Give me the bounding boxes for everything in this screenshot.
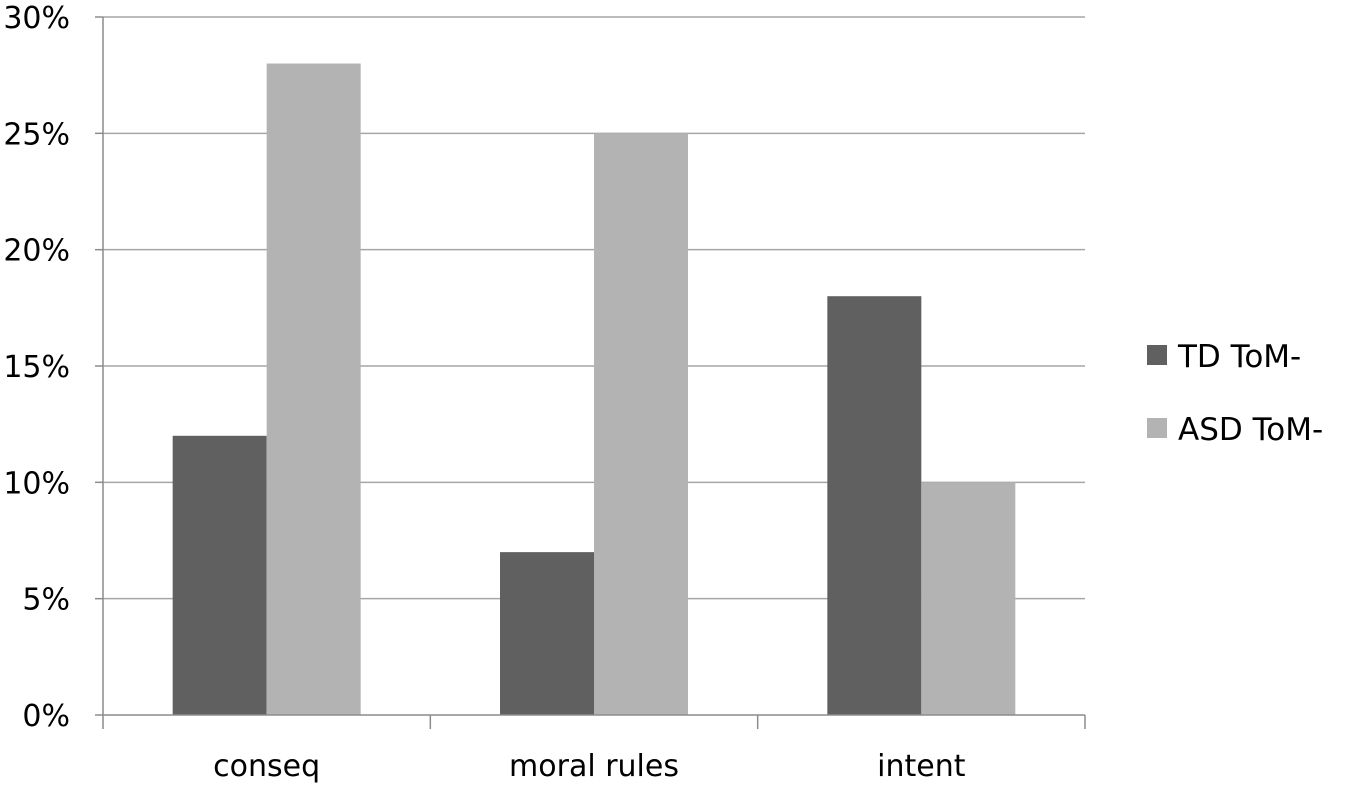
- legend-label: ASD ToM-: [1178, 412, 1323, 448]
- bar-asd-tom-conseq: [266, 63, 361, 716]
- bar-asd-tom-intent: [921, 482, 1016, 715]
- bar-td-tom-conseq: [172, 435, 267, 715]
- y-tick-label: 10%: [3, 466, 70, 501]
- legend-swatch: [1147, 345, 1167, 365]
- x-tick-label: conseq: [213, 749, 320, 784]
- bars: [172, 63, 1016, 716]
- y-tick-label: 0%: [22, 699, 70, 734]
- bar-td-tom-moral-rules: [500, 552, 594, 715]
- axes: [95, 16, 1086, 729]
- legend: TD ToM- ASD ToM-: [1147, 339, 1323, 448]
- x-tick-label: intent: [877, 749, 966, 784]
- y-tick-labels: 0% 5% 10% 15% 20% 25% 30%: [3, 1, 70, 734]
- y-tick-label: 30%: [3, 1, 70, 36]
- bar-asd-tom-moral-rules: [594, 133, 688, 716]
- x-tick-labels: conseq moral rules intent: [213, 749, 966, 784]
- legend-label: TD ToM-: [1177, 339, 1301, 375]
- y-tick-label: 5%: [22, 583, 70, 618]
- y-tick-label: 20%: [3, 234, 70, 269]
- y-tick-label: 15%: [3, 350, 70, 385]
- bar-td-tom-intent: [827, 296, 922, 715]
- legend-swatch: [1147, 418, 1167, 438]
- y-tick-label: 25%: [3, 117, 70, 152]
- x-tick-label: moral rules: [509, 749, 679, 784]
